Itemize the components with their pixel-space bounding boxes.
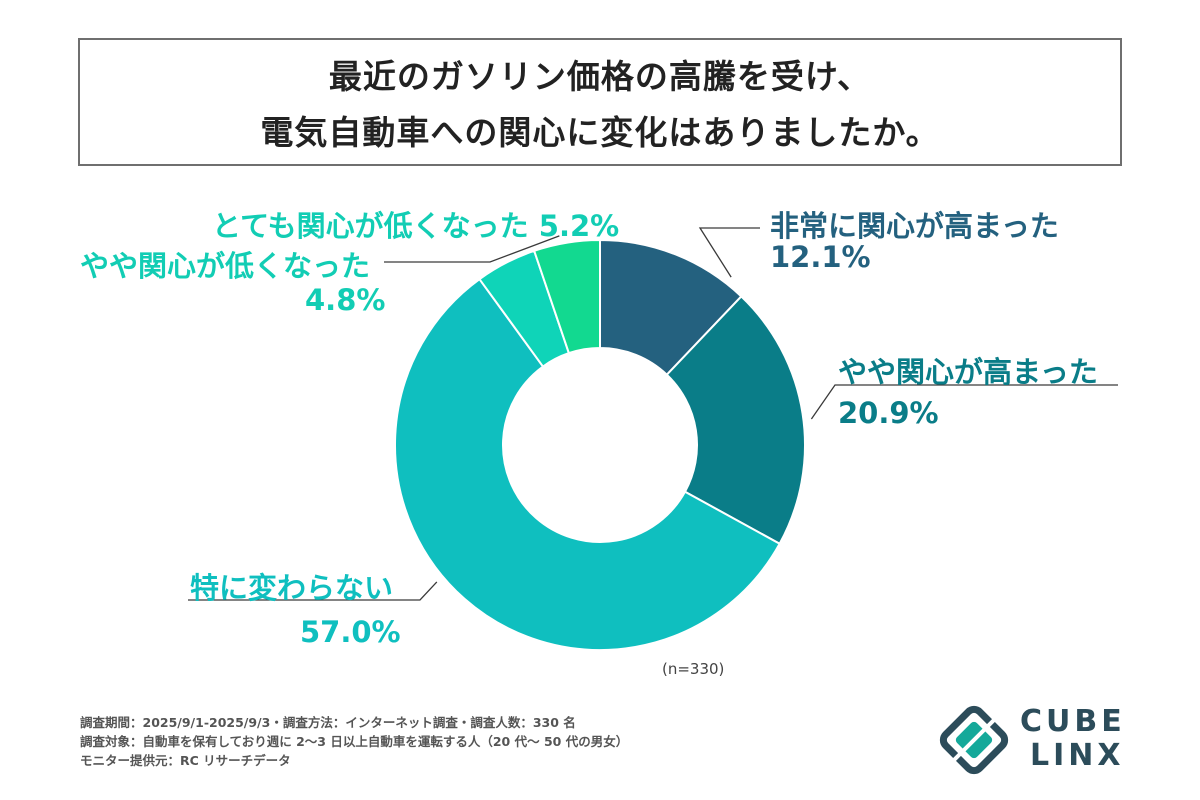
question-title-box: 最近のガソリン価格の高騰を受け、 電気自動車への関心に変化はありましたか。 [78,38,1122,166]
donut-slice-1 [665,295,806,546]
footnote-source: モニター提供元：RC リサーチデータ [80,753,291,768]
sample-size-note: (n=330) [662,660,725,678]
label-very-decreased-text: とても関心が低くなった [212,209,529,243]
leader-line-0 [698,227,760,278]
label-somewhat-increased: やや関心が高まった [838,355,1098,389]
pct-no-change: 57.0% [300,615,401,649]
logo-text-cube: CUBE [1020,704,1126,739]
label-no-change: 特に変わらない [190,571,394,605]
footnote-target: 調査対象：自動車を保有しており週に 2〜3 日以上自動車を運転する人（20 代〜… [80,734,629,749]
logo-text-linx: LINX [1030,738,1125,773]
donut-slice-4 [532,238,601,355]
footnote-period: 調査期間：2025/9/1-2025/9/3・調査方法：インターネット調査・調査… [80,715,576,730]
logo-stripe [952,718,996,762]
pct-somewhat-decreased: 4.8% [305,283,386,317]
leader-line-2 [188,581,438,601]
title-line-1: 最近のガソリン価格の高騰を受け、 [328,57,872,96]
label-very-increased: 非常に関心が高まった [770,209,1059,243]
pct-very-increased: 12.1% [770,240,871,274]
pct-very-decreased: 5.2% [538,209,620,243]
donut-slice-2 [394,277,782,651]
label-very-decreased: とても関心が低くなった 5.2% [212,203,619,245]
title-line-2: 電気自動車への関心に変化はありましたか。 [260,113,940,152]
donut-slice-0 [599,238,743,377]
leader-line-3 [384,235,560,263]
label-somewhat-decreased: やや関心が低くなった [80,249,371,283]
cube-linx-logo-mark [939,705,1009,775]
pct-somewhat-increased: 20.9% [838,396,939,430]
leader-line-1 [810,384,1118,420]
